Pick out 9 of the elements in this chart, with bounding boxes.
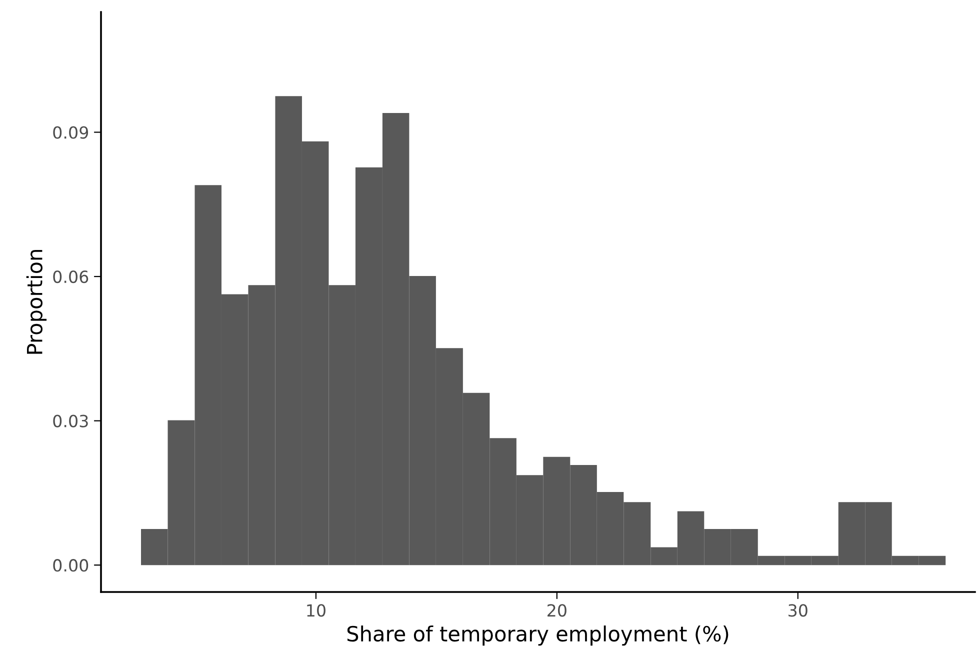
y-axis-title: Proportion — [26, 250, 47, 354]
x-axis-title: Share of temporary employment (%) — [347, 625, 728, 646]
y-tick-label: 0.09 — [53, 126, 88, 139]
x-tick-label: 30 — [788, 604, 808, 617]
y-tick-label: 0.06 — [53, 270, 88, 284]
x-tick-label: 20 — [548, 604, 566, 617]
y-tick-label: 0.03 — [53, 414, 88, 428]
x-tick-label: 10 — [307, 604, 326, 617]
y-tick-label: 0.00 — [53, 559, 88, 572]
